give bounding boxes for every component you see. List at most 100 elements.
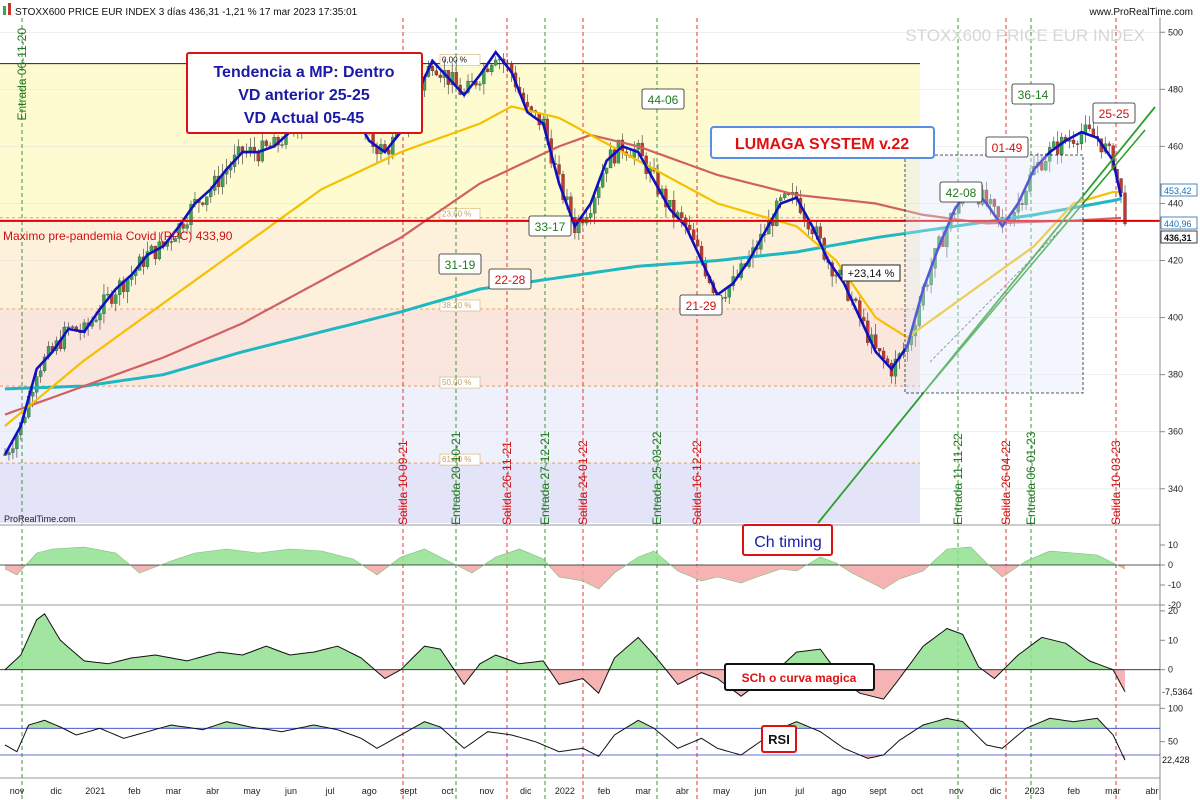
score-box: [488, 268, 532, 290]
candle-body: [3, 454, 7, 456]
candle-body: [181, 223, 185, 229]
overlay-labels: 31-19 22-28 33-17 44-06 21-29 42-08 01-49 36-14…: [15, 28, 1136, 525]
osc-positive-fill: [5, 547, 1125, 565]
candle-body: [680, 212, 684, 219]
score-label: 21-29: [686, 299, 717, 313]
candle-body: [874, 334, 878, 349]
candle-body: [691, 229, 696, 240]
trendline-dashed: [929, 229, 1061, 363]
x-tick-label: 2021: [85, 786, 105, 796]
fib-label-box: [439, 376, 481, 389]
candle-body: [640, 142, 644, 157]
signal-label: Entrada 27-12-21: [538, 431, 552, 525]
fib-zone: [0, 386, 920, 464]
score-label: 31-19: [445, 258, 476, 272]
candle-body: [114, 294, 118, 304]
candle-body: [593, 197, 597, 214]
candle-body: [862, 317, 866, 322]
candle-body: [280, 144, 284, 146]
candle-body: [604, 167, 609, 174]
candle-body: [818, 226, 822, 239]
candle-body: [988, 199, 993, 205]
time-axis: nov dic 2021 feb mar abr may jun jul ago sept oct no…: [0, 777, 1160, 796]
candle-body: [248, 146, 253, 152]
indicator-line: [4, 717, 1126, 761]
panel-y-tick-label: 20: [1168, 606, 1178, 616]
candle-body: [256, 153, 260, 162]
candle-body: [1107, 143, 1111, 146]
panel-y-tick-label: -10: [1168, 580, 1181, 590]
fib-label-box: [439, 54, 481, 66]
candle-body: [478, 83, 482, 86]
candle-body: [35, 376, 39, 393]
header-icon-bar: [8, 3, 11, 15]
osc-positive-fill: [5, 613, 1125, 670]
candle-body: [1044, 161, 1048, 171]
platform-credit: ProRealTime.com: [4, 514, 76, 524]
candle-body: [877, 348, 882, 352]
site-credit: www.ProRealTime.com: [1088, 7, 1193, 18]
signal-label: Entrada 06-11-20: [15, 28, 29, 121]
gain-box: [841, 264, 901, 282]
candle-body: [688, 224, 692, 230]
signal-label: Entrada 11-11-22: [951, 433, 965, 525]
candle-body: [723, 296, 727, 299]
signal-label: Entrada 25-03-22: [650, 431, 664, 525]
candle-body: [106, 293, 110, 296]
trend-line-3: VD Actual 05-45: [244, 110, 364, 127]
ma-fast-line: [4, 105, 1121, 427]
curva-magica-title: SCh o curva magica: [742, 671, 857, 685]
panel-last-value: -7,5364: [1162, 687, 1193, 697]
score-box: [1092, 102, 1136, 124]
score-box: [939, 181, 983, 203]
candle-body: [201, 202, 205, 205]
panel-y-tick-label: 0: [1168, 560, 1173, 570]
fib-label: 0,00 %: [442, 56, 467, 65]
gain-label: +23,14 %: [848, 268, 895, 280]
candle-body: [189, 204, 193, 225]
x-tick-label: nov: [949, 786, 964, 796]
x-tick-label: feb: [128, 786, 141, 796]
ma-mid-line: [4, 133, 1122, 416]
x-tick-label: mar: [1105, 786, 1121, 796]
candle-body: [1075, 143, 1080, 145]
x-tick-label: ago: [831, 786, 846, 796]
fib-label: 50,00 %: [442, 378, 471, 387]
score-label: 44-06: [648, 93, 679, 107]
fib-label-box: [439, 453, 481, 466]
x-tick-label: jul: [794, 786, 804, 796]
rsi-title: RSI: [768, 732, 790, 747]
candle-body: [525, 102, 530, 107]
panel-last-value: 22,428: [1162, 755, 1190, 765]
candle-body: [126, 279, 130, 292]
y-tick-label: 460: [1168, 141, 1183, 151]
signal-label: Entrada 20-10-21: [449, 431, 463, 525]
candle-body: [31, 392, 35, 397]
smoothed-price-line: [3, 50, 1123, 456]
score-label: 22-28: [495, 273, 526, 287]
candle-body: [1123, 192, 1127, 225]
score-label: 42-08: [946, 186, 977, 200]
candle-body: [70, 326, 74, 328]
y-tick-label: 500: [1168, 27, 1183, 37]
x-tick-label: ago: [362, 786, 377, 796]
candle-body: [438, 74, 442, 78]
trend-line-2: VD anterior 25-25: [238, 87, 370, 104]
ch-timing-box: [742, 524, 833, 556]
x-tick-label: mar: [166, 786, 182, 796]
candle-body: [486, 68, 490, 73]
signal-label: Salida 10-03-23: [1109, 440, 1123, 525]
score-box: [1011, 83, 1055, 105]
score-box: [528, 215, 572, 237]
score-label: 25-25: [1099, 107, 1130, 121]
candle-body: [1087, 124, 1092, 130]
candle-body: [185, 224, 189, 229]
candle-body: [494, 59, 498, 66]
signal-label: Salida 10-09-21: [396, 440, 410, 525]
x-tick-label: dic: [990, 786, 1002, 796]
x-tick-label: 2022: [555, 786, 575, 796]
candle-body: [430, 65, 435, 71]
candle-body: [173, 238, 177, 242]
candle-body: [596, 187, 601, 198]
